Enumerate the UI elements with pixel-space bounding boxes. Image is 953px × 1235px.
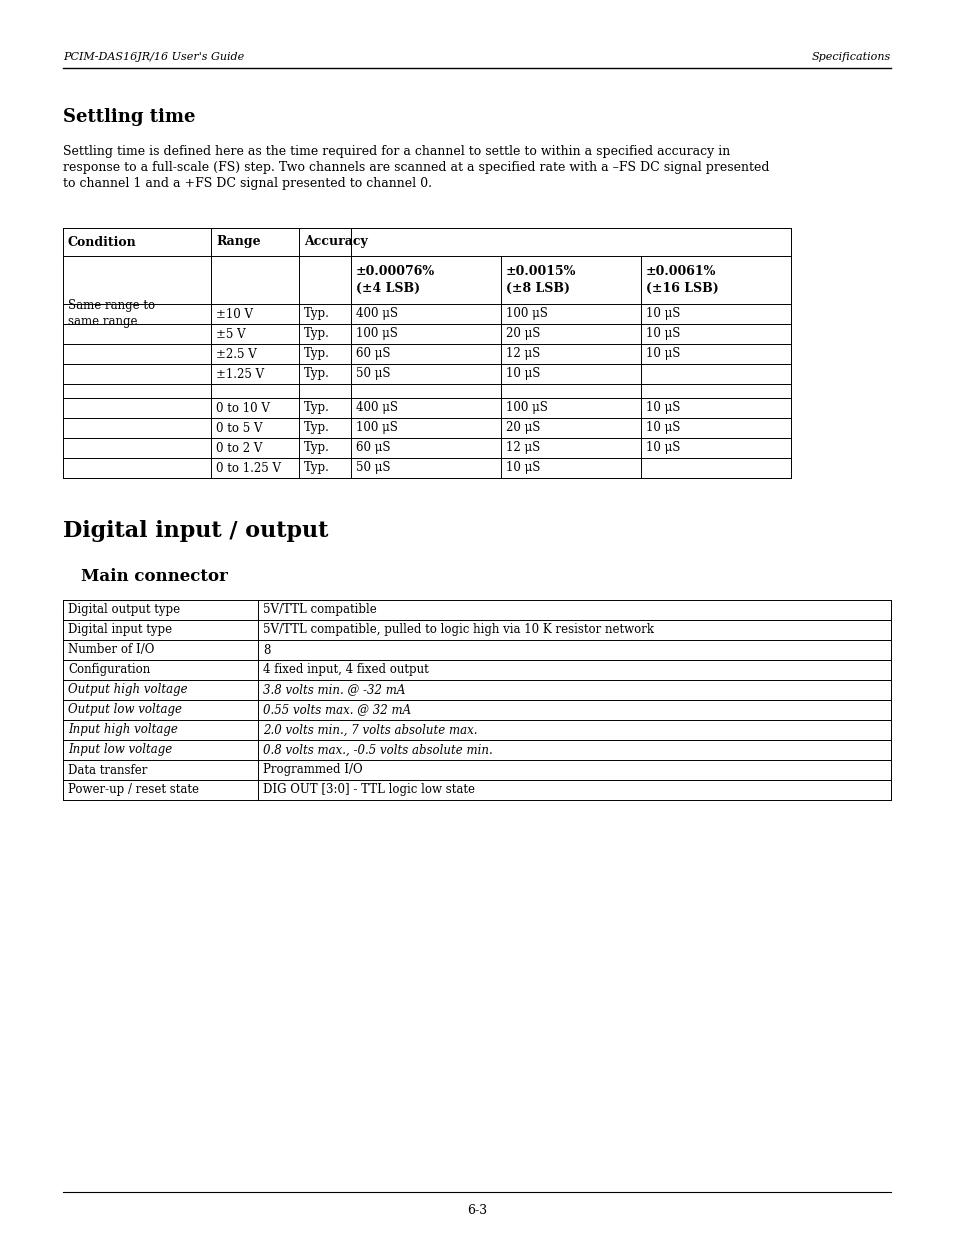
Text: 10 μS: 10 μS — [645, 308, 679, 321]
Text: Digital input type: Digital input type — [68, 624, 172, 636]
Text: Settling time: Settling time — [63, 107, 195, 126]
Text: 10 μS: 10 μS — [645, 347, 679, 361]
Text: Configuration: Configuration — [68, 663, 150, 677]
Text: Number of I/O: Number of I/O — [68, 643, 154, 657]
Text: ±1.25 V: ±1.25 V — [215, 368, 264, 380]
Text: PCIM-DAS16JR/16 User's Guide: PCIM-DAS16JR/16 User's Guide — [63, 52, 244, 62]
Text: 10 μS: 10 μS — [505, 368, 539, 380]
Text: Typ.: Typ. — [304, 401, 330, 415]
Text: Digital input / output: Digital input / output — [63, 520, 328, 542]
Text: to channel 1 and a +FS DC signal presented to channel 0.: to channel 1 and a +FS DC signal present… — [63, 177, 432, 190]
Text: 50 μS: 50 μS — [355, 462, 390, 474]
Text: Digital output type: Digital output type — [68, 604, 180, 616]
Text: Accuracy: Accuracy — [304, 236, 367, 248]
Text: 0 to 2 V: 0 to 2 V — [215, 441, 262, 454]
Text: 400 μS: 400 μS — [355, 401, 397, 415]
Text: Range: Range — [215, 236, 260, 248]
Text: ±0.0061%
(±16 LSB): ±0.0061% (±16 LSB) — [645, 266, 718, 295]
Text: ±0.0015%
(±8 LSB): ±0.0015% (±8 LSB) — [505, 266, 576, 295]
Text: 0 to 5 V: 0 to 5 V — [215, 421, 262, 435]
Text: Typ.: Typ. — [304, 462, 330, 474]
Text: 5V/TTL compatible, pulled to logic high via 10 K resistor network: 5V/TTL compatible, pulled to logic high … — [263, 624, 654, 636]
Text: Main connector: Main connector — [81, 568, 228, 585]
Text: 10 μS: 10 μS — [505, 462, 539, 474]
Text: Programmed I/O: Programmed I/O — [263, 763, 362, 777]
Text: 3.8 volts min. @ -32 mA: 3.8 volts min. @ -32 mA — [263, 683, 405, 697]
Text: 0.55 volts max. @ 32 mA: 0.55 volts max. @ 32 mA — [263, 704, 411, 716]
Text: Typ.: Typ. — [304, 327, 330, 341]
Text: 10 μS: 10 μS — [645, 401, 679, 415]
Text: Output high voltage: Output high voltage — [68, 683, 188, 697]
Text: Power-up / reset state: Power-up / reset state — [68, 783, 199, 797]
Text: 20 μS: 20 μS — [505, 421, 539, 435]
Text: 100 μS: 100 μS — [355, 327, 397, 341]
Text: 6-3: 6-3 — [466, 1203, 487, 1216]
Text: Typ.: Typ. — [304, 441, 330, 454]
Text: Typ.: Typ. — [304, 368, 330, 380]
Text: ±0.00076%
(±4 LSB): ±0.00076% (±4 LSB) — [355, 266, 435, 295]
Text: Specifications: Specifications — [811, 52, 890, 62]
Text: Settling time is defined here as the time required for a channel to settle to wi: Settling time is defined here as the tim… — [63, 144, 729, 158]
Text: ±2.5 V: ±2.5 V — [215, 347, 256, 361]
Text: 0 to 10 V: 0 to 10 V — [215, 401, 270, 415]
Text: 0.8 volts max., -0.5 volts absolute min.: 0.8 volts max., -0.5 volts absolute min. — [263, 743, 493, 757]
Text: 60 μS: 60 μS — [355, 441, 390, 454]
Text: 60 μS: 60 μS — [355, 347, 390, 361]
Text: 12 μS: 12 μS — [505, 441, 539, 454]
Text: 100 μS: 100 μS — [505, 308, 547, 321]
Text: 2.0 volts min., 7 volts absolute max.: 2.0 volts min., 7 volts absolute max. — [263, 724, 477, 736]
Text: 10 μS: 10 μS — [645, 441, 679, 454]
Text: Data transfer: Data transfer — [68, 763, 147, 777]
Text: 50 μS: 50 μS — [355, 368, 390, 380]
Text: Typ.: Typ. — [304, 308, 330, 321]
Text: Same range to
same range: Same range to same range — [68, 300, 155, 329]
Text: 20 μS: 20 μS — [505, 327, 539, 341]
Text: Typ.: Typ. — [304, 421, 330, 435]
Text: 5V/TTL compatible: 5V/TTL compatible — [263, 604, 376, 616]
Text: 8: 8 — [263, 643, 270, 657]
Text: Output low voltage: Output low voltage — [68, 704, 182, 716]
Text: ±5 V: ±5 V — [215, 327, 245, 341]
Text: 10 μS: 10 μS — [645, 327, 679, 341]
Text: ±10 V: ±10 V — [215, 308, 253, 321]
Text: 100 μS: 100 μS — [355, 421, 397, 435]
Text: Typ.: Typ. — [304, 347, 330, 361]
Text: Input low voltage: Input low voltage — [68, 743, 172, 757]
Text: 10 μS: 10 μS — [645, 421, 679, 435]
Text: Input high voltage: Input high voltage — [68, 724, 177, 736]
Text: DIG OUT [3:0] - TTL logic low state: DIG OUT [3:0] - TTL logic low state — [263, 783, 475, 797]
Text: Condition: Condition — [68, 236, 136, 248]
Text: 0 to 1.25 V: 0 to 1.25 V — [215, 462, 281, 474]
Text: response to a full-scale (FS) step. Two channels are scanned at a specified rate: response to a full-scale (FS) step. Two … — [63, 161, 769, 174]
Text: 400 μS: 400 μS — [355, 308, 397, 321]
Text: 4 fixed input, 4 fixed output: 4 fixed input, 4 fixed output — [263, 663, 428, 677]
Text: 100 μS: 100 μS — [505, 401, 547, 415]
Text: 12 μS: 12 μS — [505, 347, 539, 361]
